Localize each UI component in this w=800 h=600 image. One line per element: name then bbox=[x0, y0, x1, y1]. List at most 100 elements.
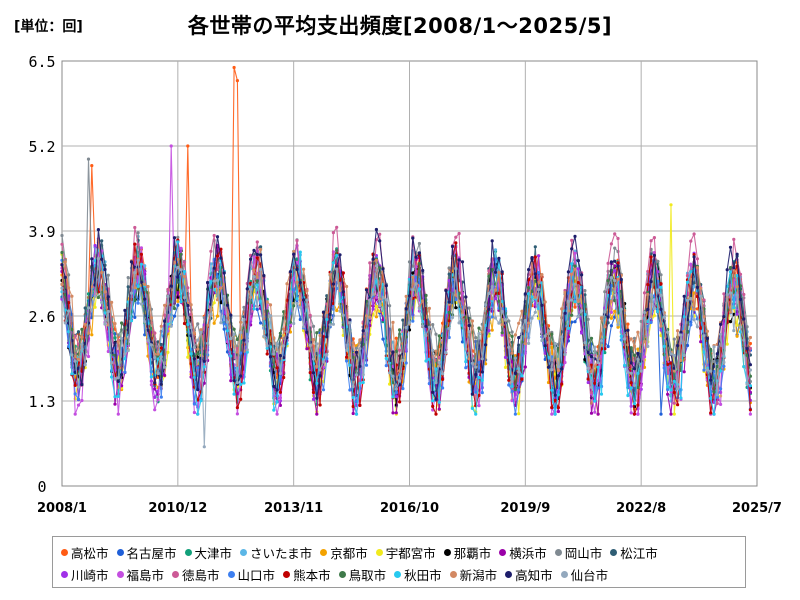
series-point bbox=[215, 278, 220, 282]
series-point bbox=[76, 366, 81, 370]
series-point bbox=[709, 347, 713, 352]
series-point bbox=[460, 313, 465, 317]
series-point bbox=[159, 395, 163, 399]
series-point bbox=[513, 371, 518, 375]
series-point bbox=[546, 365, 551, 369]
series-point bbox=[669, 388, 673, 392]
series-point bbox=[232, 332, 236, 336]
series-point bbox=[626, 328, 630, 332]
series-point bbox=[616, 236, 620, 241]
series-point bbox=[401, 358, 405, 362]
series-point bbox=[424, 333, 428, 338]
series-point bbox=[411, 288, 415, 292]
series-point bbox=[517, 321, 521, 325]
series-point bbox=[235, 381, 239, 385]
series-point bbox=[364, 288, 369, 292]
series-point bbox=[90, 164, 94, 168]
series-point bbox=[444, 325, 448, 329]
series-point bbox=[692, 318, 696, 322]
series-point bbox=[715, 364, 719, 368]
series-point bbox=[255, 275, 259, 279]
x-tick-label: 2013/11 bbox=[264, 501, 323, 516]
series-point bbox=[490, 239, 494, 243]
series-point bbox=[361, 329, 365, 333]
series-point bbox=[110, 375, 114, 379]
series-point bbox=[632, 412, 637, 416]
series-point bbox=[728, 291, 733, 295]
series-point bbox=[176, 265, 180, 270]
series-point bbox=[520, 326, 524, 330]
series-point bbox=[159, 352, 163, 356]
series-point bbox=[411, 264, 415, 268]
legend-marker bbox=[560, 570, 568, 578]
series-point bbox=[186, 303, 190, 308]
series-point bbox=[76, 330, 81, 334]
legend-item: さいたま市 bbox=[240, 543, 312, 562]
series-point bbox=[235, 406, 239, 410]
series-point bbox=[593, 381, 597, 385]
series-point bbox=[315, 381, 319, 385]
series-point bbox=[295, 301, 299, 306]
series-point bbox=[735, 285, 739, 289]
series-point bbox=[265, 346, 269, 350]
legend-label: 新潟市 bbox=[459, 567, 498, 583]
series-point bbox=[593, 410, 597, 414]
series-point bbox=[689, 270, 693, 274]
series-point bbox=[239, 320, 243, 324]
legend-label: 仙台市 bbox=[570, 567, 609, 583]
legend-marker bbox=[375, 548, 383, 556]
series-point bbox=[212, 301, 216, 305]
series-point bbox=[563, 290, 567, 295]
series-point bbox=[206, 323, 210, 327]
series-point bbox=[229, 313, 233, 317]
series-point bbox=[215, 254, 220, 258]
series-point bbox=[76, 357, 81, 361]
series-point bbox=[103, 322, 107, 326]
series-point bbox=[275, 388, 279, 392]
series-point bbox=[225, 303, 230, 307]
series-point bbox=[255, 240, 259, 244]
series-point bbox=[699, 326, 703, 330]
series-point bbox=[632, 344, 637, 348]
series-point bbox=[632, 402, 637, 406]
y-tick-label: 0 bbox=[37, 478, 46, 496]
series-point bbox=[302, 328, 306, 332]
series-point bbox=[580, 331, 584, 335]
series-point bbox=[239, 382, 243, 386]
series-point bbox=[110, 361, 114, 365]
series-point bbox=[596, 365, 600, 369]
series-point bbox=[368, 261, 372, 265]
series-point bbox=[90, 285, 94, 289]
series-point bbox=[636, 371, 640, 375]
series-point bbox=[629, 361, 633, 365]
series-point bbox=[335, 225, 339, 229]
unit-label: [単位：回] bbox=[14, 19, 83, 35]
series-point bbox=[662, 315, 666, 319]
series-point bbox=[176, 240, 180, 244]
legend-label: 高松市 bbox=[71, 545, 109, 561]
series-point bbox=[692, 307, 696, 312]
series-point bbox=[666, 362, 670, 366]
series-point bbox=[682, 329, 686, 333]
series-point bbox=[133, 286, 137, 290]
series-point bbox=[341, 271, 345, 275]
series-point bbox=[493, 288, 498, 292]
series-point bbox=[292, 321, 296, 326]
series-point bbox=[712, 390, 716, 394]
series-point bbox=[474, 336, 478, 340]
series-point bbox=[659, 285, 663, 289]
series-point bbox=[583, 289, 587, 293]
series-point bbox=[702, 298, 706, 302]
series-point bbox=[388, 371, 392, 375]
series-point bbox=[282, 344, 286, 348]
series-point bbox=[480, 391, 484, 395]
series-point bbox=[580, 273, 584, 277]
series-point bbox=[626, 370, 630, 374]
series-point bbox=[215, 314, 220, 318]
series-point bbox=[275, 359, 279, 363]
series-point bbox=[447, 326, 451, 331]
series-point bbox=[113, 377, 117, 381]
series-point bbox=[414, 255, 418, 259]
series-point bbox=[139, 252, 143, 256]
series-point bbox=[298, 281, 302, 285]
